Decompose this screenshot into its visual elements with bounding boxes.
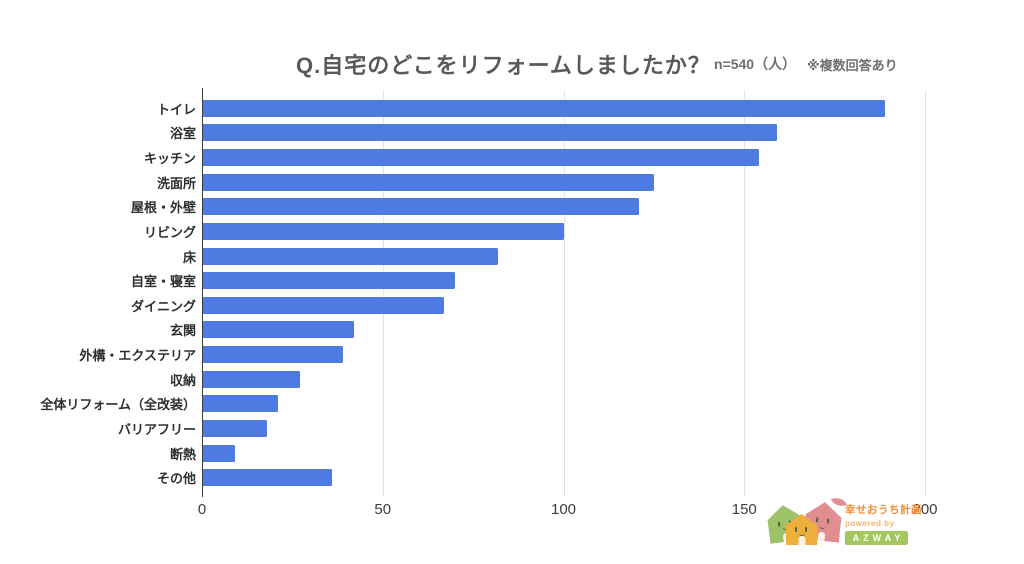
category-label: リビング xyxy=(143,224,196,240)
category-label: キッチン xyxy=(143,151,196,167)
bar-row xyxy=(202,318,925,343)
bar-row xyxy=(202,244,925,269)
bar xyxy=(202,296,445,314)
bar-row xyxy=(202,219,925,244)
bar xyxy=(202,247,499,265)
bar xyxy=(202,173,654,191)
bar xyxy=(202,370,300,388)
bar-row xyxy=(202,268,925,293)
bar-row xyxy=(202,465,925,490)
bar xyxy=(202,198,640,216)
category-label: 玄関 xyxy=(169,323,196,339)
houses-icon xyxy=(766,495,848,553)
bar xyxy=(202,321,354,339)
category-label: ダイニング xyxy=(130,298,196,314)
category-label: 浴室 xyxy=(169,126,196,142)
category-label: 屋根・外壁 xyxy=(130,200,196,216)
gridline xyxy=(925,90,926,497)
bar-row xyxy=(202,293,925,318)
brand-logo: 幸せおうち計画 powered by AZWAY xyxy=(766,495,922,553)
x-tick-label: 50 xyxy=(374,501,392,518)
x-axis: 0 50 100 150 200 xyxy=(198,501,938,523)
bar-row xyxy=(202,170,925,195)
bar xyxy=(202,395,278,413)
bar-row xyxy=(202,367,925,392)
category-label: その他 xyxy=(156,471,196,487)
gridline xyxy=(382,90,384,497)
bar-row xyxy=(202,96,925,121)
category-label: 全体リフォーム（全改装） xyxy=(40,397,196,413)
bar-row xyxy=(202,416,925,441)
bar xyxy=(202,346,343,364)
category-label: 自室・寝室 xyxy=(130,274,196,290)
category-labels: トイレ浴室キッチン洗面所屋根・外壁リビング床自室・寝室ダイニング玄関外構・エクス… xyxy=(0,96,196,490)
bar-row xyxy=(202,121,925,146)
category-label: 収納 xyxy=(169,372,196,388)
multiple-answers-note: ※複数回答あり xyxy=(807,58,898,73)
x-tick-label: 200 xyxy=(912,501,938,518)
bar xyxy=(202,124,777,142)
bar-row xyxy=(202,392,925,417)
x-tick-label: 100 xyxy=(550,501,577,518)
chart-title: Q.自宅のどこをリフォームしましたか？ xyxy=(296,53,711,78)
bar xyxy=(202,99,886,117)
brand-name: 幸せおうち計画 xyxy=(845,504,922,516)
bar-row xyxy=(202,145,925,170)
bars-area xyxy=(202,96,925,490)
bar xyxy=(202,149,759,167)
x-tick-label: 150 xyxy=(731,501,757,518)
category-label: 洗面所 xyxy=(156,175,196,191)
y-axis-line xyxy=(202,88,203,497)
plot-area xyxy=(202,88,926,497)
powered-by-label: powered by xyxy=(845,519,895,528)
sample-size-label: n=540（人） xyxy=(714,56,797,72)
logo-text: 幸せおうち計画 powered by AZWAY xyxy=(845,502,922,545)
bar-row xyxy=(202,342,925,367)
bar xyxy=(202,222,564,240)
category-label: トイレ xyxy=(156,101,196,117)
bar xyxy=(202,419,268,437)
category-label: 断熱 xyxy=(169,446,196,462)
category-label: 外構・エクステリア xyxy=(79,348,196,364)
bar-row xyxy=(202,195,925,220)
gridline xyxy=(563,90,565,497)
x-tick-label: 0 xyxy=(197,501,207,518)
gridline xyxy=(744,90,746,497)
company-badge: AZWAY xyxy=(845,531,908,545)
category-label: 床 xyxy=(182,249,196,265)
bar-row xyxy=(202,441,925,466)
bar xyxy=(202,469,333,487)
bar xyxy=(202,272,456,290)
category-label: バリアフリー xyxy=(117,421,196,437)
bar xyxy=(202,444,235,462)
